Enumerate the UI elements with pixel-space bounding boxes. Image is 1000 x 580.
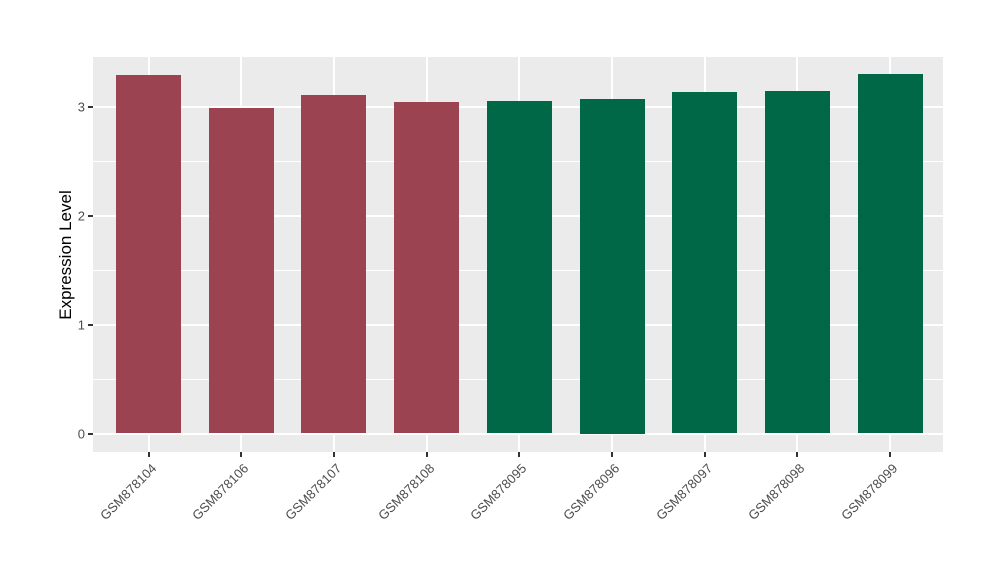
x-axis-tick (611, 452, 613, 457)
y-tick-label: 0 (77, 426, 85, 441)
x-tick-label: GSM878096 (560, 460, 623, 523)
y-axis-tick (88, 432, 93, 435)
y-tick-label: 3 (77, 99, 85, 115)
x-axis-tick (332, 452, 335, 457)
x-axis-tick (425, 452, 428, 457)
x-axis-tick (889, 452, 892, 457)
x-axis-tick (796, 452, 799, 457)
x-tick-label: GSM878108 (374, 460, 437, 523)
y-gridline-major (93, 432, 943, 435)
x-axis-tick (703, 452, 706, 457)
bar-GSM878096 (579, 99, 645, 434)
bar-GSM878095 (486, 100, 552, 434)
bar-GSM878107 (301, 95, 367, 434)
bar-GSM878108 (394, 101, 460, 434)
x-tick-label: GSM878107 (281, 460, 345, 523)
bar-GSM878104 (116, 75, 181, 434)
x-axis-tick (240, 452, 243, 457)
bar-GSM878098 (764, 90, 830, 434)
x-axis-tick (147, 452, 150, 457)
x-tick-label: GSM878104 (96, 460, 159, 523)
y-tick-label: 2 (77, 208, 85, 224)
x-tick-label: GSM878095 (467, 460, 530, 523)
x-tick-label: GSM878099 (838, 460, 901, 523)
y-axis-tick (88, 323, 93, 326)
y-axis-tick (88, 214, 93, 217)
bar-GSM878106 (208, 108, 274, 434)
x-tick-label: GSM878106 (189, 460, 252, 523)
y-axis-tick (88, 106, 93, 109)
plot-panel (93, 57, 943, 452)
x-axis-tick (518, 452, 521, 457)
bar-GSM878099 (857, 74, 923, 434)
bar-GSM878097 (672, 91, 738, 434)
x-tick-label: GSM878097 (652, 460, 715, 523)
x-tick-label: GSM878098 (745, 460, 808, 523)
y-tick-label: 1 (77, 317, 85, 333)
